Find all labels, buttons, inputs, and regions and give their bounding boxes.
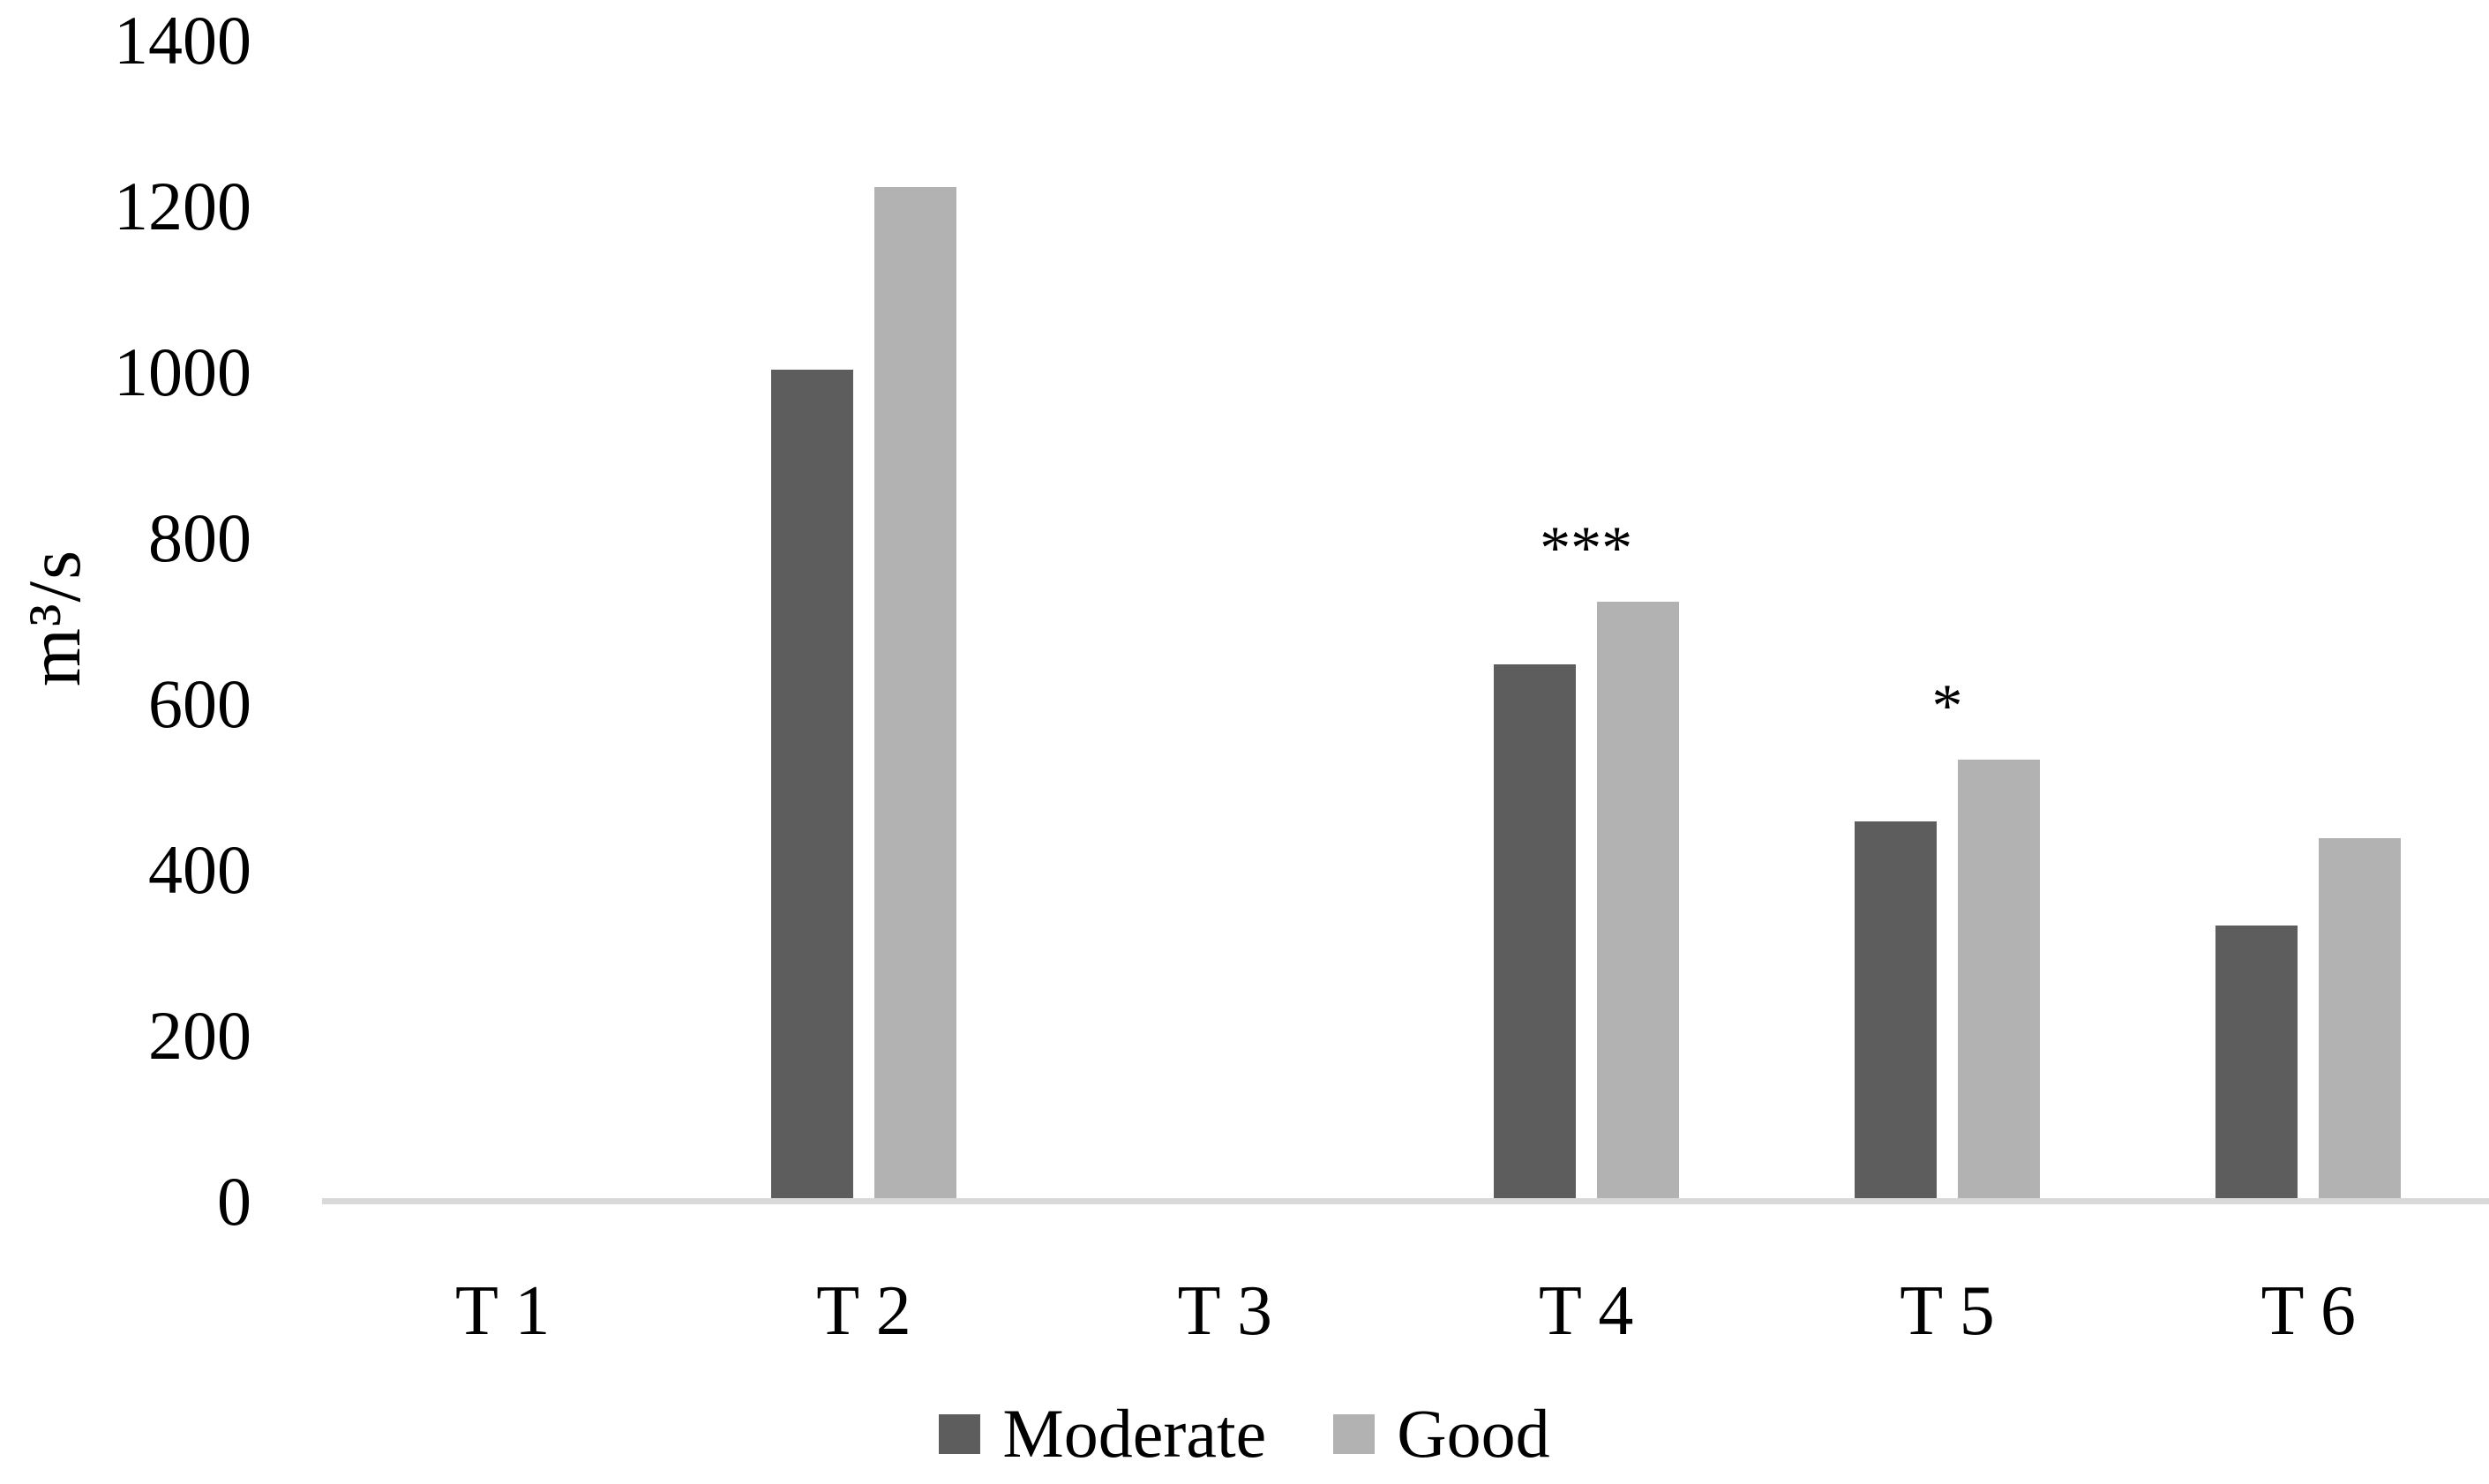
y-tick-label-1000: 1000 [114,334,251,410]
bar-good-t5 [1957,760,2040,1199]
plot-groups: *** * [322,0,2489,1199]
significance-annotation-t4: *** [1540,514,1633,582]
legend-label-good: Good [1397,1395,1550,1472]
moderate-series-swatch [939,1413,981,1454]
bar-moderate-t6 [2215,926,2298,1199]
bar-group-t6 [2128,0,2489,1199]
x-label-t6: T 6 [2260,1272,2357,1350]
x-label-t1: T 1 [454,1272,551,1350]
bar-group-t1 [322,0,683,1199]
legend-entry-moderate: Moderate [939,1399,1266,1468]
bar-group-t4: *** [1406,0,1766,1199]
bar-moderate-t5 [1854,821,1937,1199]
y-tick-label-600: 600 [148,665,251,742]
bar-moderate-t2 [770,370,853,1199]
bar-pair [1854,760,2040,1199]
y-tick-label-800: 800 [148,499,251,576]
x-label-t5: T 5 [1900,1272,1995,1350]
x-axis-line [322,1198,2489,1204]
good-series-swatch [1333,1413,1376,1454]
bar-good-t6 [2319,838,2402,1199]
y-tick-label-0: 0 [217,1163,251,1240]
bar-group-t2 [683,0,1044,1199]
significance-annotation-t5: * [1931,672,1963,740]
y-axis-tick-labels: 0 200 400 600 800 1000 1200 1400 [0,0,251,1484]
x-label-t3: T 3 [1177,1272,1273,1350]
legend-label-moderate: Moderate [1002,1395,1267,1472]
plot-area: *** * [322,0,2489,1484]
bar-pair [2215,838,2402,1199]
bar-good-t4 [1596,602,1679,1199]
bar-group-t3 [1045,0,1406,1199]
y-tick-label-200: 200 [148,997,251,1074]
y-tick-label-1400: 1400 [114,2,251,79]
y-tick-label-400: 400 [148,831,251,908]
legend: Moderate Good [0,1399,2489,1468]
x-label-t4: T 4 [1538,1272,1634,1350]
bar-pair [1493,602,1679,1199]
legend-entry-good: Good [1333,1395,1550,1472]
bar-good-t2 [873,187,956,1199]
bar-moderate-t4 [1493,664,1576,1199]
bar-group-t5: * [1766,0,2127,1199]
bar-pair [770,187,956,1199]
x-label-t2: T 2 [816,1272,911,1350]
y-tick-label-1200: 1200 [114,168,251,244]
